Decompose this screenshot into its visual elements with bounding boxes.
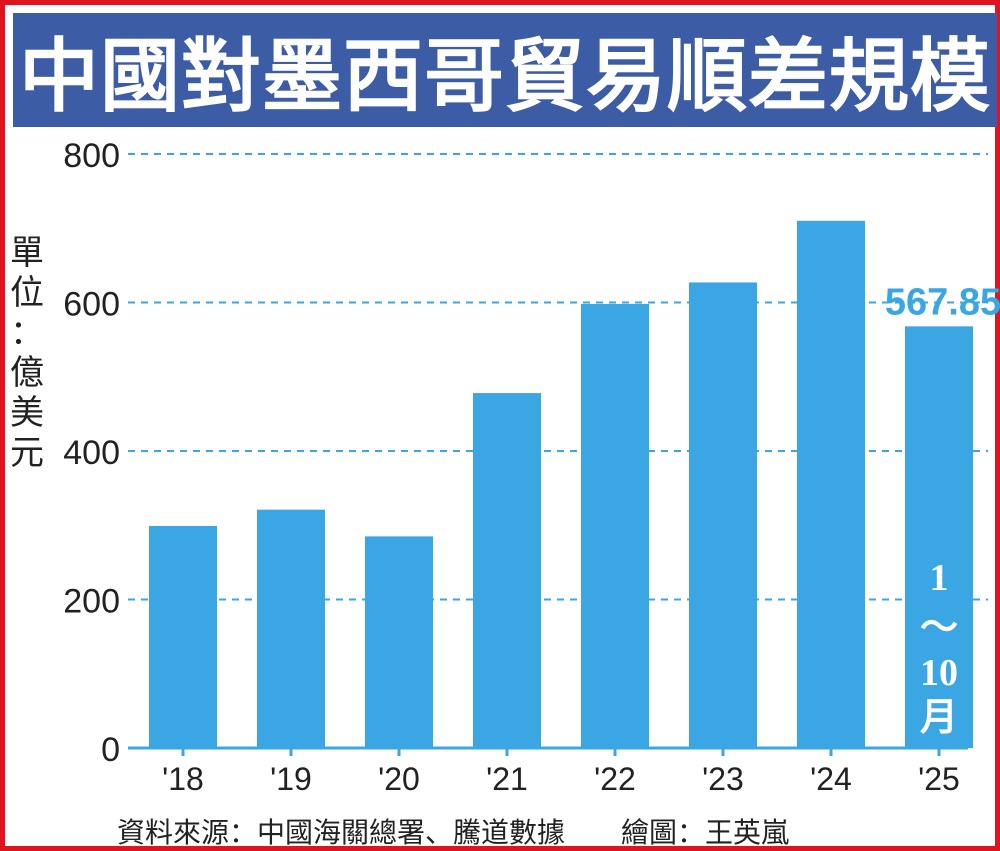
x-tick-label: '25 bbox=[918, 761, 960, 797]
credit-note: 繪圖：王英嵐 bbox=[621, 816, 790, 849]
period-note: 10 bbox=[920, 652, 958, 694]
bar bbox=[257, 509, 325, 748]
x-tick-label: '23 bbox=[702, 761, 744, 797]
y-tick-label: 400 bbox=[63, 434, 120, 472]
x-tick-label: '21 bbox=[486, 761, 528, 797]
unit-char: 元 bbox=[10, 433, 44, 473]
unit-char: 美 bbox=[10, 393, 44, 433]
unit-char: 億 bbox=[10, 353, 44, 393]
data-label: 567.85 bbox=[885, 281, 1000, 323]
y-tick-label: 800 bbox=[63, 137, 120, 175]
x-tick-label: '19 bbox=[270, 761, 312, 797]
period-note: ～ bbox=[920, 607, 958, 649]
unit-char: 單 bbox=[10, 233, 44, 273]
unit-char: ： bbox=[10, 313, 44, 353]
y-tick-label: 200 bbox=[63, 583, 120, 621]
bar bbox=[581, 303, 649, 748]
period-note: 月 bbox=[920, 697, 958, 739]
bar bbox=[905, 326, 973, 748]
period-note: 1 bbox=[930, 557, 949, 599]
bar bbox=[797, 220, 865, 748]
title-banner: 中國對墨西哥貿易順差規模 bbox=[13, 13, 997, 127]
footer: 資料來源：中國海關總署、騰道數據 繪圖：王英嵐 bbox=[117, 811, 789, 851]
y-tick-label: 0 bbox=[101, 731, 120, 769]
chart-title: 中國對墨西哥貿易順差規模 bbox=[19, 30, 991, 123]
x-tick-label: '22 bbox=[594, 761, 636, 797]
unit-char: 位 bbox=[10, 273, 44, 313]
y-tick-label: 600 bbox=[63, 286, 120, 324]
x-tick-label: '18 bbox=[162, 761, 204, 797]
unit-label: 單 位 ： 億 美 元 bbox=[7, 233, 47, 473]
bar bbox=[365, 536, 433, 748]
bar bbox=[689, 282, 757, 748]
source-note: 資料來源：中國海關總署、騰道數據 bbox=[117, 816, 566, 849]
x-tick-label: '20 bbox=[378, 761, 420, 797]
bar bbox=[473, 393, 541, 748]
x-tick-label: '24 bbox=[810, 761, 852, 797]
bar bbox=[149, 525, 217, 748]
